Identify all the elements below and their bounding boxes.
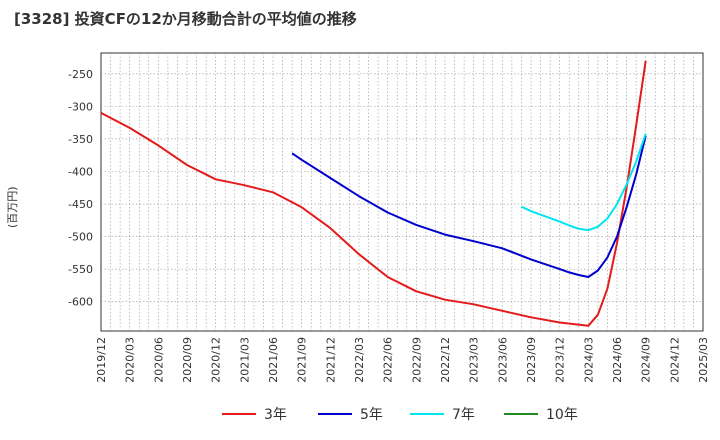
x-tick-label: 2020/03 [124,337,137,383]
x-tick-label: 2020/09 [181,337,194,383]
series-line-7年 [520,133,647,232]
chart-title: [3328] 投資CFの12か月移動合計の平均値の推移 [14,10,357,28]
x-tick-labels: 2019/12 2020/03 2020/06 2020/09 2020/12 2021/… [95,337,710,383]
grid [100,52,704,332]
x-tick-label: 2022/12 [439,337,452,383]
x-tick-label: 2019/12 [95,337,108,383]
x-tick-label: 2021/09 [296,337,309,383]
legend-label: 5年 [360,407,383,423]
x-tick-label: 2022/06 [382,337,395,383]
x-tick-label: 2023/09 [525,337,538,383]
x-tick-label: 2025/03 [697,337,710,383]
y-tick-label: -600 [68,296,93,309]
x-tick-label: 2020/12 [210,337,223,383]
legend-label: 3年 [264,407,287,423]
y-tick-label: -400 [68,165,93,178]
y-tick-label: -550 [68,263,93,276]
y-tick-label: -450 [68,198,93,211]
series-line-3年 [100,60,647,327]
y-tick-label: -250 [68,68,93,81]
x-tick-label: 2022/03 [353,337,366,383]
x-tick-label: 2021/12 [324,337,337,383]
x-tick-label: 2021/03 [238,337,251,383]
x-tick-label: 2024/06 [611,337,624,383]
x-tick-label: 2020/06 [152,337,165,383]
legend-label: 7年 [452,407,475,423]
plot-frame [100,52,704,332]
legend: 3年 5年 7年 10年 [222,407,578,423]
series-lines [100,60,647,327]
x-tick-label: 2021/06 [267,337,280,383]
y-tick-labels: -250 -300 -350 -400 -450 -500 -550 -600 [68,68,93,309]
series-line-5年 [291,135,647,278]
x-tick-label: 2023/06 [496,337,509,383]
legend-label: 10年 [546,407,578,423]
x-tick-label: 2024/09 [640,337,653,383]
y-tick-label: -500 [68,231,93,244]
x-tick-label: 2023/12 [554,337,567,383]
x-tick-label: 2024/12 [668,337,681,383]
x-tick-label: 2022/09 [410,337,423,383]
x-tick-label: 2024/03 [582,337,595,383]
x-tick-label: 2023/03 [468,337,481,383]
y-tick-label: -300 [68,100,93,113]
y-tick-label: -350 [68,133,93,146]
